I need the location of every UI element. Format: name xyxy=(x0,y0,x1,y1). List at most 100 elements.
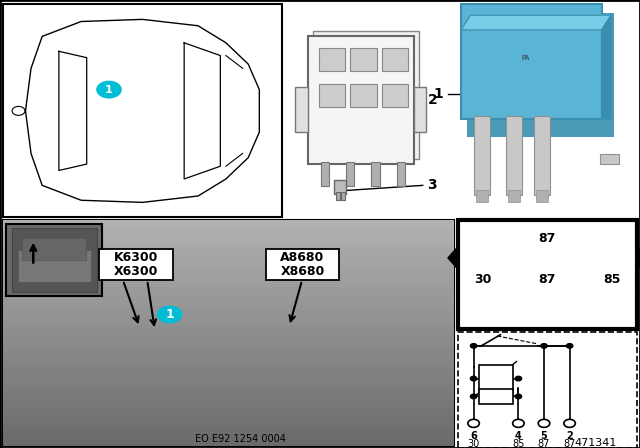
Bar xyxy=(3,220,454,446)
Circle shape xyxy=(564,419,575,427)
Polygon shape xyxy=(637,247,640,269)
Text: 30: 30 xyxy=(474,273,492,286)
Circle shape xyxy=(513,419,524,427)
Bar xyxy=(3,382,454,385)
Bar xyxy=(534,116,550,195)
Bar xyxy=(3,325,454,329)
Bar xyxy=(3,404,454,408)
Polygon shape xyxy=(448,247,458,269)
Bar xyxy=(3,310,454,314)
Bar xyxy=(3,332,454,336)
Bar xyxy=(12,228,97,292)
Bar xyxy=(3,314,454,318)
Text: 6: 6 xyxy=(470,431,477,441)
Bar xyxy=(3,257,454,261)
Text: EO E92 1254 0004: EO E92 1254 0004 xyxy=(195,434,286,444)
Text: 2: 2 xyxy=(566,431,573,441)
Bar xyxy=(337,192,340,200)
Bar xyxy=(3,4,282,217)
Bar xyxy=(479,365,513,392)
Bar xyxy=(340,192,344,200)
Bar xyxy=(3,223,454,227)
Text: 471341: 471341 xyxy=(574,438,616,448)
Circle shape xyxy=(468,419,479,427)
Bar xyxy=(6,224,102,296)
Text: A8680: A8680 xyxy=(280,251,324,264)
Bar xyxy=(3,352,454,355)
Bar xyxy=(476,190,488,202)
Bar xyxy=(458,220,637,329)
Bar xyxy=(3,268,454,272)
Bar xyxy=(3,265,454,268)
Bar xyxy=(536,190,548,202)
Bar xyxy=(3,246,454,250)
Bar xyxy=(3,427,454,431)
Circle shape xyxy=(470,344,477,348)
Text: 87: 87 xyxy=(538,439,550,448)
Bar xyxy=(3,363,454,366)
Bar xyxy=(3,435,454,438)
Bar xyxy=(3,254,454,257)
Bar xyxy=(3,344,454,348)
Bar xyxy=(3,370,454,374)
Text: 85: 85 xyxy=(512,439,525,448)
Bar xyxy=(3,250,454,254)
Bar xyxy=(321,162,329,186)
Text: X8680: X8680 xyxy=(280,265,324,278)
Bar xyxy=(3,408,454,412)
Bar xyxy=(508,190,520,202)
Bar xyxy=(3,276,454,280)
Bar xyxy=(600,154,619,164)
Text: 2: 2 xyxy=(428,93,437,107)
Text: 30: 30 xyxy=(467,439,480,448)
Bar xyxy=(3,397,454,401)
Bar xyxy=(413,87,426,132)
Bar xyxy=(308,36,413,164)
Bar xyxy=(3,389,454,393)
Text: 87: 87 xyxy=(538,273,556,286)
Bar xyxy=(506,116,522,195)
Bar xyxy=(458,4,637,217)
Text: 87: 87 xyxy=(538,232,556,245)
Circle shape xyxy=(538,419,550,427)
Bar xyxy=(3,348,454,352)
Bar xyxy=(22,238,86,260)
Bar xyxy=(3,299,454,302)
Bar xyxy=(3,374,454,378)
Text: K6300: K6300 xyxy=(114,251,158,264)
Bar xyxy=(371,162,380,186)
Bar xyxy=(282,4,458,217)
Bar xyxy=(3,272,454,276)
Circle shape xyxy=(470,394,477,399)
Text: 1: 1 xyxy=(105,85,113,95)
Bar xyxy=(3,302,454,306)
Bar xyxy=(3,235,454,238)
Bar xyxy=(350,84,376,107)
Circle shape xyxy=(12,107,25,116)
Bar xyxy=(266,249,339,280)
Text: 1: 1 xyxy=(165,308,174,321)
Bar xyxy=(346,162,355,186)
Bar xyxy=(99,249,173,280)
Text: 1: 1 xyxy=(433,87,444,101)
Bar xyxy=(319,48,345,71)
Bar xyxy=(467,13,614,137)
Circle shape xyxy=(96,81,122,99)
Bar xyxy=(458,332,637,448)
Bar xyxy=(3,220,454,223)
Bar xyxy=(3,416,454,419)
Circle shape xyxy=(541,344,547,348)
Bar xyxy=(3,321,454,325)
Bar xyxy=(3,442,454,446)
Bar xyxy=(3,431,454,435)
Bar xyxy=(3,291,454,295)
Bar xyxy=(3,366,454,370)
Circle shape xyxy=(157,306,182,323)
Bar xyxy=(479,389,513,404)
Bar xyxy=(3,238,454,242)
Bar xyxy=(3,412,454,416)
Bar xyxy=(3,227,454,231)
Bar xyxy=(382,84,408,107)
Text: 4: 4 xyxy=(515,431,522,441)
Bar xyxy=(3,329,454,332)
